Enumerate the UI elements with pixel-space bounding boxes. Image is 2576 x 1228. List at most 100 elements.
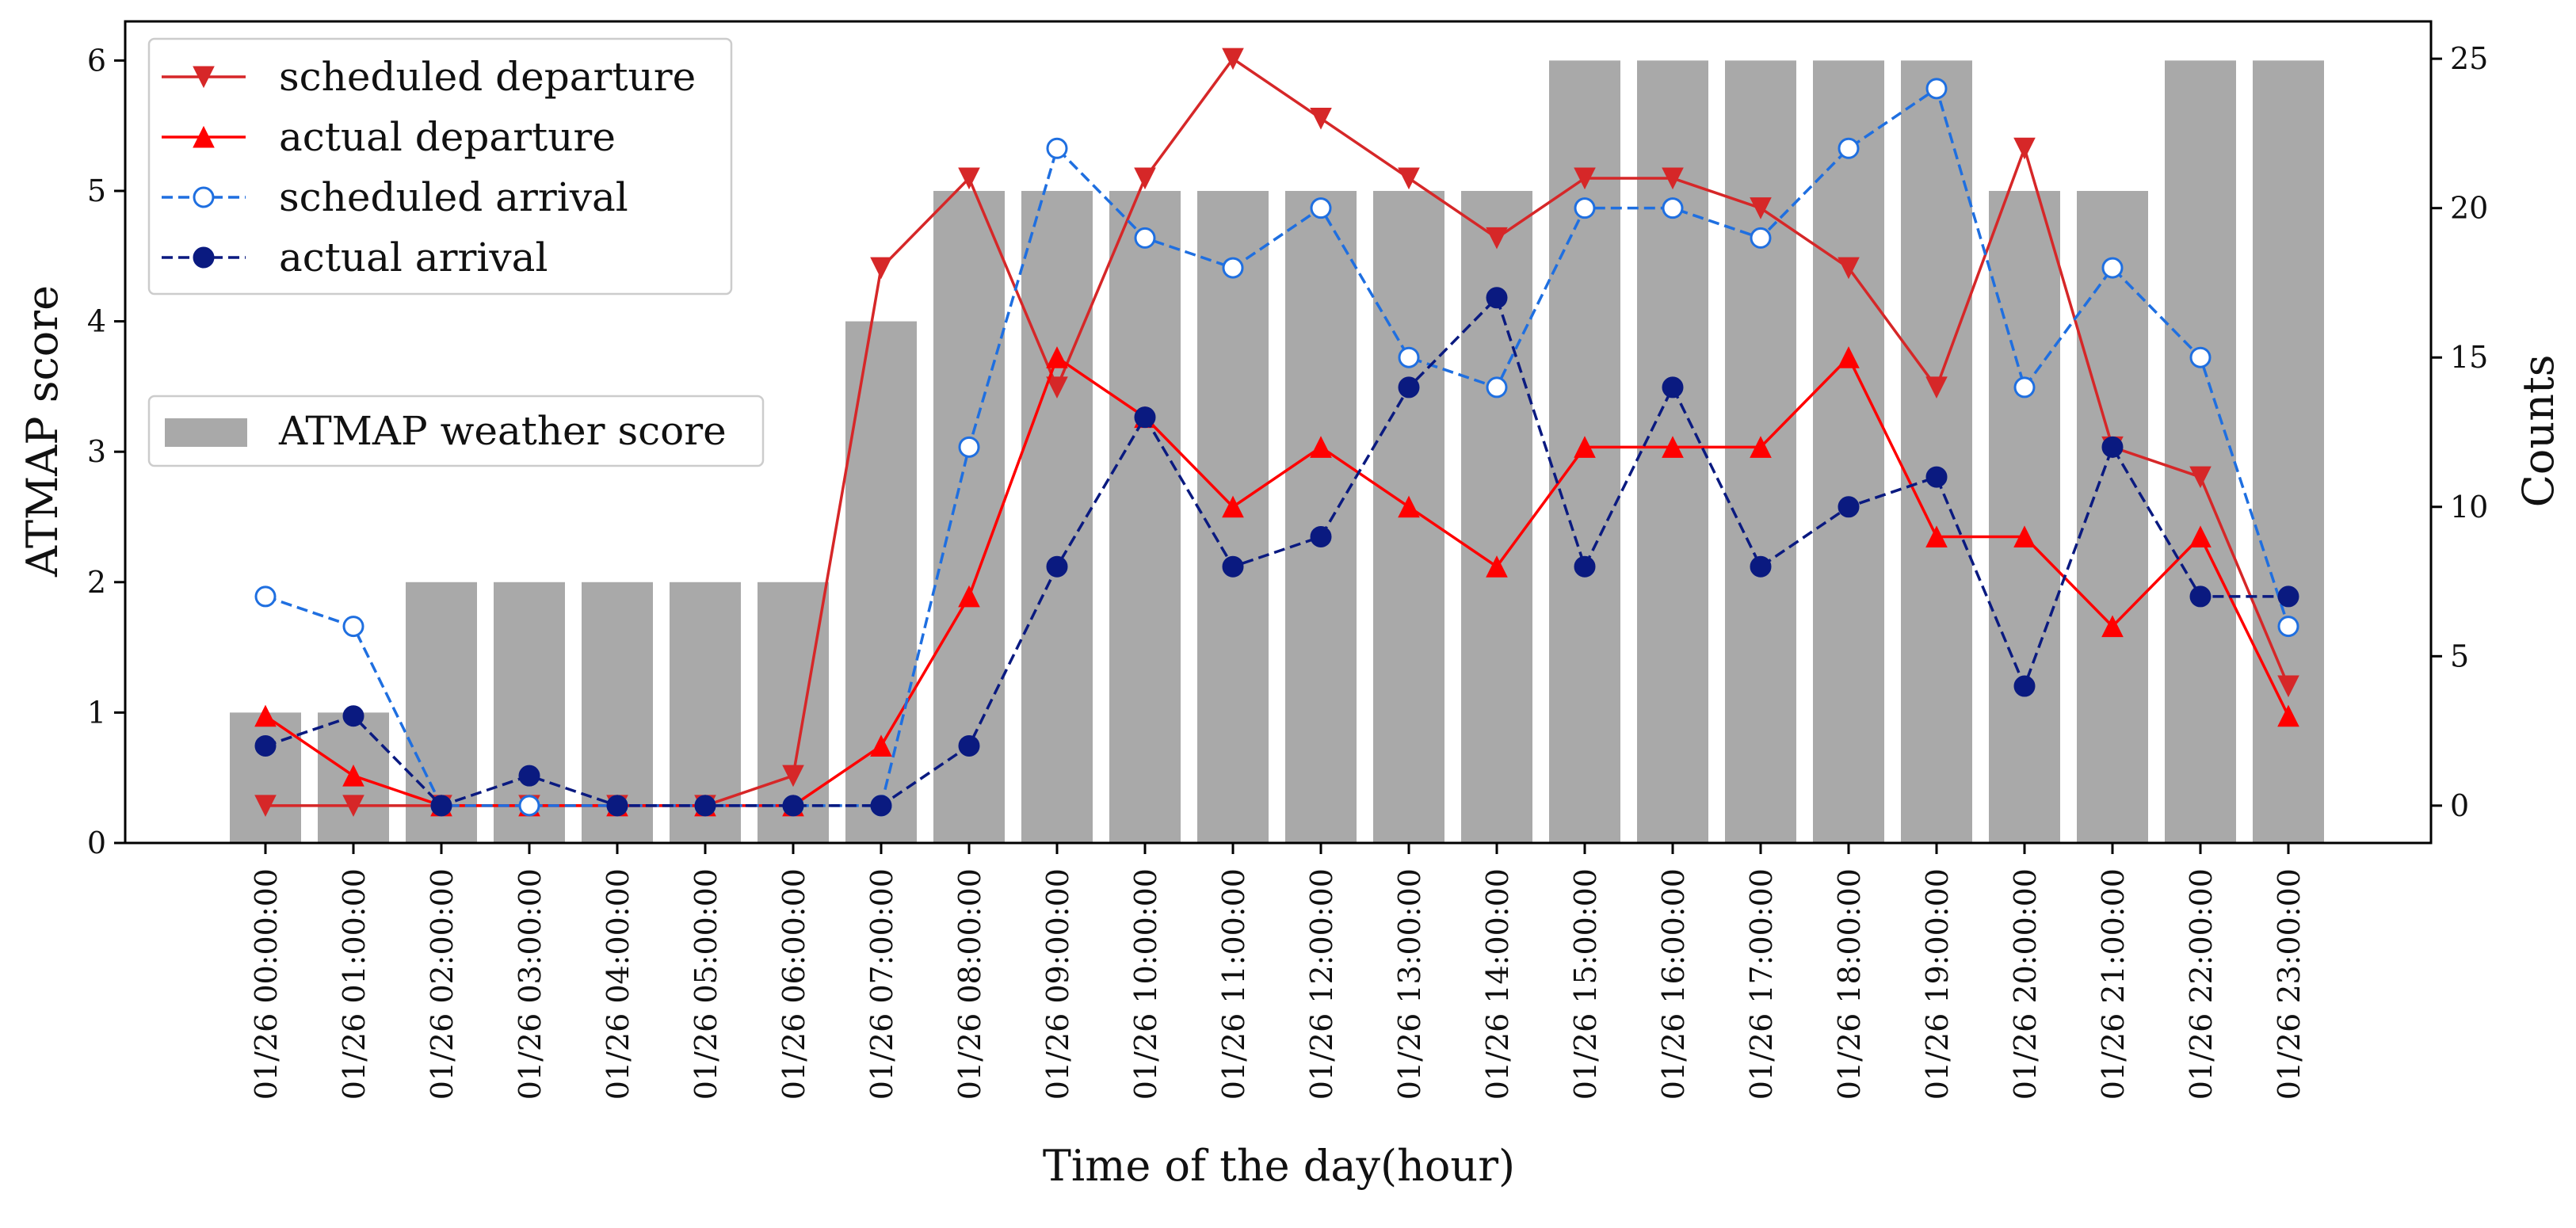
plot-frame (124, 20, 2433, 845)
actual-departure-point (1662, 436, 1684, 458)
actual-departure-point (958, 585, 980, 608)
actual-departure-point (2013, 525, 2036, 547)
x-tick-label: 01/26 12:00:00 (1304, 868, 1339, 1100)
x-tick-label: 01/26 21:00:00 (2096, 868, 2131, 1100)
left-tick-label: 0 (87, 826, 106, 860)
x-tick-label: 01/26 11:00:00 (1216, 868, 1251, 1100)
scheduled-arrival-point (2189, 346, 2212, 368)
scheduled-arrival-point (1398, 346, 1420, 368)
x-tick-label: 01/26 14:00:00 (1480, 868, 1515, 1100)
actual-arrival-point (694, 795, 716, 817)
x-tick-label: 01/26 16:00:00 (1656, 868, 1691, 1100)
x-tick-label: 01/26 03:00:00 (513, 868, 548, 1100)
right-tick-label: 10 (2450, 490, 2488, 524)
scheduled-departure-point (1486, 227, 1508, 250)
scheduled-arrival-point (1574, 197, 1596, 219)
x-tick-label: 01/26 05:00:00 (689, 868, 723, 1100)
scheduled-arrival-point (2277, 616, 2299, 638)
actual-arrival-point (1486, 287, 1508, 309)
actual-arrival-point (782, 795, 804, 817)
actual-arrival-point (2013, 675, 2036, 697)
weather-bar (1813, 60, 1884, 843)
weather-bar (845, 321, 917, 844)
scheduled-departure-point (782, 765, 804, 788)
actual-departure-point (870, 734, 892, 757)
x-tick-label: 01/26 19:00:00 (1920, 868, 1955, 1100)
scheduled-arrival-point (2101, 257, 2124, 279)
y-axis-right-title: Counts (2513, 355, 2563, 508)
actual-departure-point (2277, 704, 2299, 727)
scheduled-departure-point (1310, 108, 1332, 130)
scheduled-arrival-point (1046, 137, 1068, 159)
weather-bar (933, 190, 1005, 843)
scheduled-departure-point (870, 257, 892, 280)
actual-arrival-point (606, 795, 628, 817)
actual-arrival-point (1662, 376, 1684, 399)
actual-arrival-point (1574, 555, 1596, 578)
left-tick-label: 5 (87, 174, 106, 208)
scheduled-arrival-point (1662, 197, 1684, 219)
weather-bar (1109, 190, 1181, 843)
scheduled-arrival-point (1134, 227, 1156, 249)
x-axis-title: Time of the day(hour) (1043, 1141, 1515, 1191)
left-y-axis: 0 1 2 3 4 5 6 (87, 43, 125, 860)
legend-label-weather-score: ATMAP weather score (278, 408, 727, 454)
x-tick-label: 01/26 18:00:00 (1832, 868, 1867, 1100)
actual-arrival-point (2189, 585, 2212, 608)
legend-label-scheduled-departure: scheduled departure (279, 54, 696, 100)
left-tick-label: 1 (87, 695, 106, 730)
actual-departure-point (1046, 346, 1068, 368)
actual-arrival-point (342, 705, 364, 727)
right-tick-label: 20 (2450, 191, 2488, 226)
actual-arrival-point (1398, 376, 1420, 399)
x-tick-label: 01/26 17:00:00 (1744, 868, 1779, 1100)
count-series-lines (254, 48, 2299, 817)
scheduled-arrival-point (1750, 227, 1772, 249)
actual-departure-point (1925, 525, 1948, 547)
x-tick-label: 01/26 04:00:00 (601, 868, 635, 1100)
right-y-axis: 0 5 10 15 20 25 (2431, 41, 2488, 823)
actual-arrival-point (1838, 496, 1860, 518)
scheduled-arrival-point (254, 585, 277, 608)
actual-departure-point (1486, 555, 1508, 578)
weather-bar (1901, 60, 1972, 843)
x-tick-label: 01/26 08:00:00 (952, 868, 987, 1100)
actual-departure-point (342, 765, 364, 787)
scheduled-departure-point (1750, 197, 1772, 219)
actual-departure-point (2189, 525, 2212, 547)
actual-arrival-point (1222, 555, 1244, 578)
scheduled-departure-point (2277, 675, 2299, 698)
right-tick-label: 15 (2450, 340, 2488, 375)
scheduled-arrival-line (265, 86, 2290, 807)
x-axis: 01/26 00:00:00 01/26 01:00:00 01/26 02:00:… (249, 843, 2307, 1100)
legend-lower: ATMAP weather score (147, 395, 765, 467)
legend-label-actual-arrival: actual arrival (279, 235, 548, 280)
weather-bar (1021, 190, 1093, 843)
x-tick-label: 01/26 22:00:00 (2184, 868, 2219, 1100)
weather-bar (1989, 190, 2060, 843)
y-axis-left-title: ATMAP score (17, 285, 67, 578)
actual-departure-point (1838, 346, 1860, 368)
scheduled-arrival-point (518, 795, 540, 817)
actual-arrival-point (1134, 406, 1156, 429)
legend-label-scheduled-arrival: scheduled arrival (279, 174, 628, 220)
right-tick-label: 25 (2450, 41, 2488, 76)
scheduled-departure-point (958, 167, 980, 190)
x-tick-label: 01/26 23:00:00 (2272, 868, 2307, 1100)
actual-arrival-point (958, 734, 980, 757)
left-tick-label: 6 (87, 43, 106, 78)
actual-arrival-point (518, 765, 540, 787)
scheduled-arrival-point (1486, 376, 1508, 399)
x-tick-label: 01/26 13:00:00 (1392, 868, 1427, 1100)
legend-swatch-weather-score (165, 418, 247, 447)
scheduled-departure-point (2189, 466, 2212, 489)
scheduled-arrival-point (1222, 257, 1244, 279)
scheduled-departure-point (1398, 167, 1420, 190)
actual-arrival-point (430, 795, 452, 817)
actual-arrival-point (1750, 555, 1772, 578)
legend-box (147, 395, 765, 467)
weather-bar (230, 712, 301, 843)
right-tick-label: 5 (2450, 639, 2469, 673)
legend-upper: scheduled departure actual departure sched… (147, 37, 733, 296)
